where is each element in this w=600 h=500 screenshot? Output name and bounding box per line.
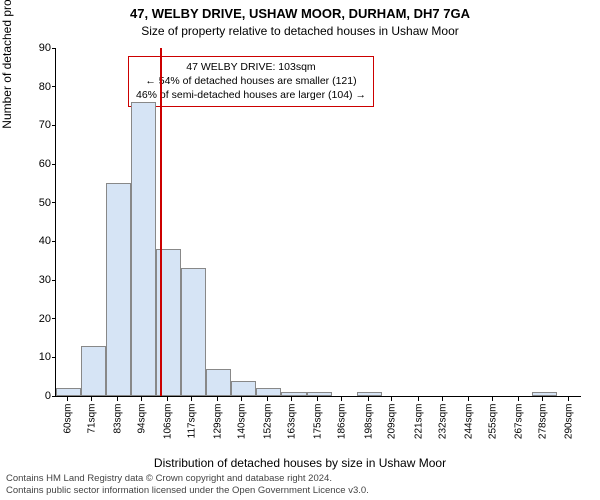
page-subtitle: Size of property relative to detached ho…	[0, 24, 600, 38]
histogram-bar	[532, 392, 557, 396]
y-tick-label: 20	[21, 313, 51, 325]
x-tick-label: 198sqm	[363, 404, 374, 454]
x-tick-label: 117sqm	[187, 404, 198, 454]
footer-line1: Contains HM Land Registry data © Crown c…	[6, 473, 594, 485]
y-tick	[52, 357, 56, 358]
histogram-bar	[307, 392, 332, 396]
y-tick	[52, 396, 56, 397]
x-tick-label: 106sqm	[163, 404, 174, 454]
histogram-bar	[206, 369, 231, 396]
x-tick-label: 290sqm	[563, 404, 574, 454]
x-tick-label: 163sqm	[287, 404, 298, 454]
x-tick	[542, 396, 543, 401]
x-tick-label: 129sqm	[213, 404, 224, 454]
x-tick-label: 267sqm	[513, 404, 524, 454]
x-tick	[317, 396, 318, 401]
y-tick-label: 30	[21, 274, 51, 286]
y-tick	[52, 48, 56, 49]
x-tick	[368, 396, 369, 401]
histogram-bar	[56, 388, 81, 396]
x-tick	[191, 396, 192, 401]
y-tick-label: 80	[21, 81, 51, 93]
annotation-line2: ← 54% of detached houses are smaller (12…	[136, 74, 366, 88]
annotation-line1: 47 WELBY DRIVE: 103sqm	[136, 60, 366, 74]
x-tick-label: 209sqm	[387, 404, 398, 454]
annotation-line3: 46% of semi-detached houses are larger (…	[136, 88, 366, 102]
x-tick	[518, 396, 519, 401]
x-tick-label: 94sqm	[136, 404, 147, 454]
x-tick	[291, 396, 292, 401]
x-tick-label: 244sqm	[463, 404, 474, 454]
y-tick	[52, 280, 56, 281]
x-tick-label: 60sqm	[62, 404, 73, 454]
x-tick	[91, 396, 92, 401]
page-title: 47, WELBY DRIVE, USHAW MOOR, DURHAM, DH7…	[0, 6, 600, 21]
y-tick	[52, 241, 56, 242]
x-axis-label: Distribution of detached houses by size …	[0, 456, 600, 470]
x-tick	[117, 396, 118, 401]
histogram-bar	[281, 392, 306, 396]
x-tick-label: 186sqm	[337, 404, 348, 454]
x-tick	[167, 396, 168, 401]
x-tick	[67, 396, 68, 401]
y-tick	[52, 202, 56, 203]
y-tick	[52, 86, 56, 87]
histogram-bar	[106, 183, 131, 396]
y-tick-label: 70	[21, 119, 51, 131]
footer-line2: Contains public sector information licen…	[6, 485, 594, 497]
y-tick-label: 40	[21, 235, 51, 247]
y-tick	[52, 318, 56, 319]
x-tick	[341, 396, 342, 401]
y-tick-label: 60	[21, 158, 51, 170]
x-tick-label: 152sqm	[263, 404, 274, 454]
x-tick-label: 255sqm	[487, 404, 498, 454]
x-tick-label: 232sqm	[437, 404, 448, 454]
x-tick	[391, 396, 392, 401]
x-tick	[241, 396, 242, 401]
histogram-plot: 47 WELBY DRIVE: 103sqm ← 54% of detached…	[55, 48, 581, 397]
histogram-bar	[81, 346, 106, 396]
x-tick-label: 221sqm	[413, 404, 424, 454]
y-tick-label: 10	[21, 351, 51, 363]
footer-attribution: Contains HM Land Registry data © Crown c…	[6, 473, 594, 497]
x-tick-label: 175sqm	[313, 404, 324, 454]
x-tick	[468, 396, 469, 401]
x-tick	[217, 396, 218, 401]
property-marker-line	[160, 48, 162, 396]
x-tick	[141, 396, 142, 401]
y-tick-label: 50	[21, 197, 51, 209]
histogram-bar	[131, 102, 156, 396]
y-tick	[52, 164, 56, 165]
y-tick-label: 0	[21, 390, 51, 402]
x-tick	[442, 396, 443, 401]
x-tick	[568, 396, 569, 401]
y-axis-label: Number of detached properties	[0, 0, 14, 220]
histogram-bar	[181, 268, 206, 396]
x-tick-label: 278sqm	[537, 404, 548, 454]
y-tick	[52, 125, 56, 126]
histogram-bar	[256, 388, 281, 396]
histogram-bar	[357, 392, 382, 396]
x-tick-label: 83sqm	[112, 404, 123, 454]
x-tick-label: 71sqm	[86, 404, 97, 454]
annotation-box: 47 WELBY DRIVE: 103sqm ← 54% of detached…	[128, 56, 374, 107]
x-tick	[418, 396, 419, 401]
y-tick-label: 90	[21, 42, 51, 54]
x-tick-label: 140sqm	[237, 404, 248, 454]
x-tick	[492, 396, 493, 401]
x-tick	[267, 396, 268, 401]
histogram-bar	[231, 381, 256, 396]
